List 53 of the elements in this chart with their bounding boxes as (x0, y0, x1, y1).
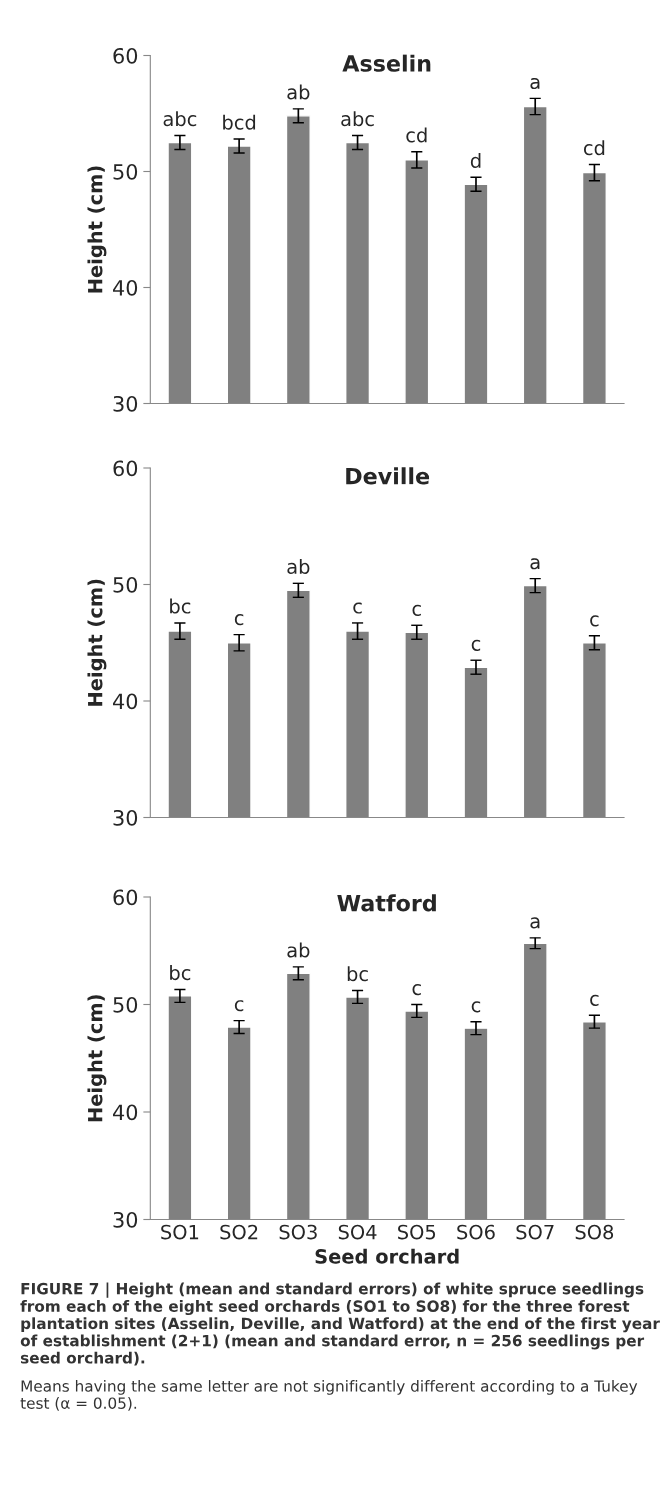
data-label: a (530, 558, 540, 570)
y-tick-label: 60 (113, 889, 138, 906)
x-tick-label: SO6 (457, 1224, 495, 1240)
x-tick-label: SO3 (279, 1224, 317, 1240)
data-label: c (412, 984, 421, 996)
y-tick-label: 40 (113, 693, 138, 710)
y-tick-label: 60 (113, 460, 138, 477)
y-tick-label: 30 (113, 1211, 138, 1228)
y-tick-label: 50 (113, 996, 138, 1013)
y-tick-label: 60 (113, 47, 138, 64)
y-tick-label: 50 (113, 163, 138, 180)
data-label: bc (170, 965, 191, 981)
x-tick-label: SO8 (575, 1224, 614, 1240)
data-label: c (412, 604, 421, 616)
y-axis-title: Height (cm) (87, 579, 107, 706)
data-label: c (234, 614, 244, 626)
y-tick-label: 40 (113, 279, 138, 296)
data-label: a (530, 77, 540, 90)
data-label: ab (287, 558, 310, 575)
x-tick-label: SO4 (338, 1224, 377, 1240)
data-label: ab (287, 84, 310, 100)
data-label: c (471, 1001, 481, 1013)
data-label: cd (406, 127, 427, 143)
x-tick-label: SO5 (398, 1224, 436, 1240)
chart-title: Deville (346, 467, 430, 485)
y-axis-title: Height (cm) (87, 166, 107, 293)
data-label: c (234, 1000, 244, 1012)
data-label: abc (163, 111, 197, 127)
y-tick-label: 50 (113, 576, 138, 593)
chart-title: Watford (337, 894, 436, 912)
data-label: bc (170, 598, 191, 614)
data-label: abc (341, 111, 374, 127)
data-label: c (353, 602, 362, 614)
x-tick-label: SO2 (220, 1224, 258, 1240)
data-label: c (471, 639, 481, 651)
caption: FIGURE 7 | Height (mean and standard errors) of white spruce seedlings from each of the eight seed orchards (SO1 to SO8) for the three forest plantation sites (Asselin, Deville, and Watford) at the end of the first year of establishment (2+1) (mean and standard error, n = 256 seedlings per seed orchard). (20, 1282, 660, 1366)
text: Means having the same letter are not significantly different according to a Tukey test (α = 0.05). (20, 1380, 638, 1411)
data-label: c (590, 615, 599, 627)
data-label: ab (287, 942, 310, 958)
data-label: c (590, 994, 599, 1006)
x-tick-label: SO1 (161, 1224, 199, 1240)
data-label: a (530, 917, 540, 929)
x-axis-title: Seed orchard (315, 1248, 459, 1264)
data-label: d (470, 152, 481, 168)
y-tick-label: 30 (113, 395, 138, 412)
y-tick-label: 30 (113, 809, 138, 826)
x-tick-label: SO7 (516, 1224, 554, 1240)
data-label: bc (347, 966, 368, 982)
data-label: bcd (223, 114, 256, 130)
y-tick-label: 40 (113, 1104, 138, 1121)
chart-title: Asselin (342, 54, 431, 72)
data-label: cd (583, 140, 605, 156)
y-axis-title: Height (cm) (87, 995, 107, 1122)
